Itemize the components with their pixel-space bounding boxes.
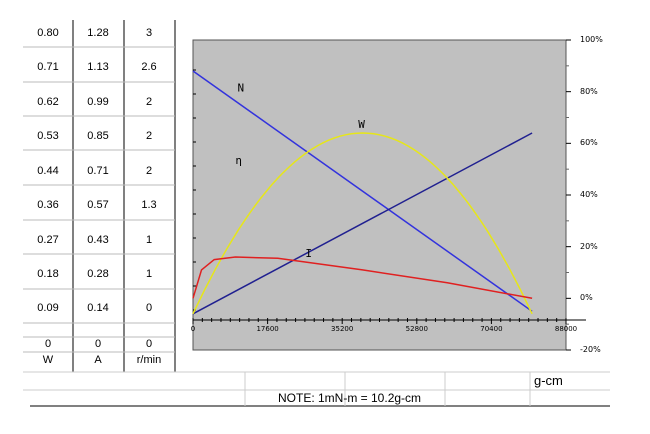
- table-cell-a: 0.71: [87, 165, 109, 177]
- table-cell-r: 1.3: [141, 199, 157, 211]
- table-cell-r: 2: [145, 96, 153, 108]
- right-axis-tick-label: -20%: [580, 345, 601, 354]
- table-cell-a: 0: [94, 338, 102, 350]
- table-cell-a: 0.85: [87, 130, 109, 142]
- table-cell-r: 1: [145, 268, 153, 280]
- x-axis-tick-label: 0: [190, 325, 196, 333]
- conversion-note: NOTE: 1mN-m = 10.2g-cm: [278, 391, 422, 405]
- curve-label: N: [238, 82, 245, 95]
- table-cell-w: 0.18: [37, 268, 59, 280]
- table-cell-a: 0.99: [87, 96, 109, 108]
- series-line-eta: [192, 256, 533, 300]
- right-axis-tick-label: 40%: [580, 190, 598, 199]
- table-cell-w: 0.44: [37, 165, 59, 177]
- table-cell-r: 2: [145, 165, 153, 177]
- right-axis-tick-label: 100%: [580, 35, 603, 44]
- right-axis-tick-label: 80%: [580, 86, 598, 96]
- table-cell-r: 3: [145, 27, 153, 39]
- table-cell-w: 0.36: [37, 199, 59, 211]
- table-cell-r: 0: [145, 302, 153, 314]
- table-cell-a: 1.28: [87, 27, 109, 39]
- table-cell-r: 2.6: [141, 61, 157, 73]
- x-axis-tick-label: 88000: [554, 325, 578, 333]
- right-axis-tick-label: 20%: [580, 241, 598, 251]
- table-cell-r: 2: [145, 130, 153, 142]
- series-line-i: [192, 132, 533, 315]
- curve-label: W: [358, 118, 365, 131]
- table-cell-a: 1.13: [87, 61, 109, 73]
- table-cell-w: 0.62: [37, 96, 59, 108]
- table-cell-a: 0.14: [87, 302, 109, 314]
- table-cell-r: 1: [145, 234, 153, 246]
- table-cell-w: 0.71: [37, 61, 59, 73]
- curve-label: I: [305, 247, 312, 260]
- right-axis-tick-label: 0%: [580, 293, 593, 303]
- table-cell-a: 0.43: [87, 234, 109, 246]
- series-line-n: [192, 70, 533, 312]
- x-axis-tick-label: 70400: [480, 325, 503, 333]
- x-axis-tick-label: 17600: [256, 325, 279, 333]
- table-cell-w: 0.27: [37, 234, 59, 246]
- x-axis-tick-label: 35200: [331, 325, 354, 333]
- table-cell-a: 0.57: [87, 199, 109, 211]
- series-line-w: [192, 132, 533, 315]
- x-axis-unit: g-cm: [534, 373, 563, 388]
- x-axis-tick-label: 52800: [405, 325, 428, 333]
- table-cell-r: 0: [145, 338, 153, 350]
- unit-label-w: W: [42, 354, 54, 366]
- table-cell-a: 0.28: [87, 268, 109, 280]
- table-cell-w: 0: [44, 338, 52, 350]
- table-cell-w: 0.53: [37, 130, 59, 142]
- table-cell-w: 0.80: [37, 27, 59, 39]
- plot-area: [192, 39, 567, 351]
- right-axis-tick-label: 60%: [580, 138, 598, 148]
- curve-label: η: [235, 154, 242, 167]
- unit-label-r: r/min: [136, 354, 162, 366]
- table-cell-w: 0.09: [37, 302, 59, 314]
- unit-label-a: A: [94, 354, 102, 366]
